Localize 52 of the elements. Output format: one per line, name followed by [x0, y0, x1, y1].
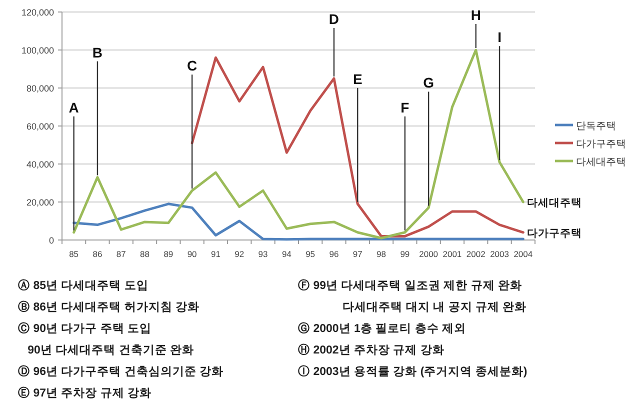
x-tick-label: 85: [69, 249, 79, 259]
annotation: G: [423, 74, 434, 91]
text: Ⓘ 2003년 용적률 강화 (주거지역 종세분화): [298, 364, 528, 378]
annotation: B: [92, 44, 103, 60]
text: Ⓑ 86년 다세대주택 허가지침 강화: [18, 300, 200, 314]
annotation: 다가구주택: [527, 227, 582, 240]
legend-label: 단독주택: [576, 121, 616, 132]
x-tick-label: 93: [258, 249, 268, 259]
y-tick-label: 0: [48, 236, 54, 246]
x-tick-label: 2003: [490, 249, 510, 259]
y-tick-label: 40,000: [26, 160, 54, 170]
y-tick-label: 80,000: [26, 84, 54, 94]
annotation: A: [68, 99, 79, 116]
x-tick-label: 94: [282, 249, 292, 259]
text: Ⓐ 85년 다세대주택 도입: [18, 278, 148, 292]
text: Ⓒ 90년 다가구 주택 도입: [18, 321, 152, 335]
y-tick-label: 20,000: [26, 198, 54, 208]
annotation: I: [498, 29, 502, 46]
annotation: F: [400, 99, 410, 116]
x-tick-label: 91: [210, 249, 221, 259]
annotation: D: [328, 11, 340, 27]
x-tick-label: 86: [92, 249, 102, 259]
y-tick-label: 100,000: [21, 46, 54, 56]
y-tick-label: 60,000: [26, 122, 54, 132]
x-tick-label: 98: [376, 249, 386, 259]
y-tick-label: 120,000: [21, 8, 54, 18]
x-tick-label: 90: [187, 249, 198, 259]
text: Ⓕ 99년 다세대주택 일조권 제한 규제 완화: [298, 278, 522, 292]
annotation: E: [352, 70, 362, 87]
annotation: 다세대주택: [527, 197, 582, 209]
x-tick-label: 95: [306, 249, 316, 259]
x-tick-label: 97: [352, 249, 363, 259]
legend-label: 다가구주택: [576, 139, 626, 150]
x-tick-label: 92: [234, 249, 244, 259]
x-tick-label: 2002: [466, 249, 486, 259]
x-tick-label: 88: [140, 249, 150, 259]
text: Ⓖ 2000년 1층 필로티 층수 제외: [298, 321, 466, 335]
x-tick-label: 89: [164, 249, 174, 259]
annotation: C: [187, 58, 198, 74]
x-tick-label: 87: [116, 249, 126, 259]
text: 90년 다세대주택 건축기준 완화: [18, 344, 194, 356]
x-tick-label: 96: [329, 249, 339, 259]
text: Ⓓ 96년 다가구주택 건축심의기준 강화: [18, 364, 224, 378]
text: Ⓗ 2002년 주차장 규제 강화: [298, 342, 444, 356]
x-tick-label: 2001: [442, 249, 462, 259]
text: 다세대주택 대지 내 공지 규제 완화: [298, 300, 527, 314]
legend-label: 다세대주택: [576, 157, 626, 168]
x-tick-label: 2000: [419, 249, 438, 259]
x-tick-label: 2004: [514, 249, 533, 259]
text: Ⓔ 97년 주차장 규제 강화: [18, 386, 152, 400]
x-tick-label: 99: [400, 249, 410, 259]
annotation: H: [470, 7, 481, 23]
